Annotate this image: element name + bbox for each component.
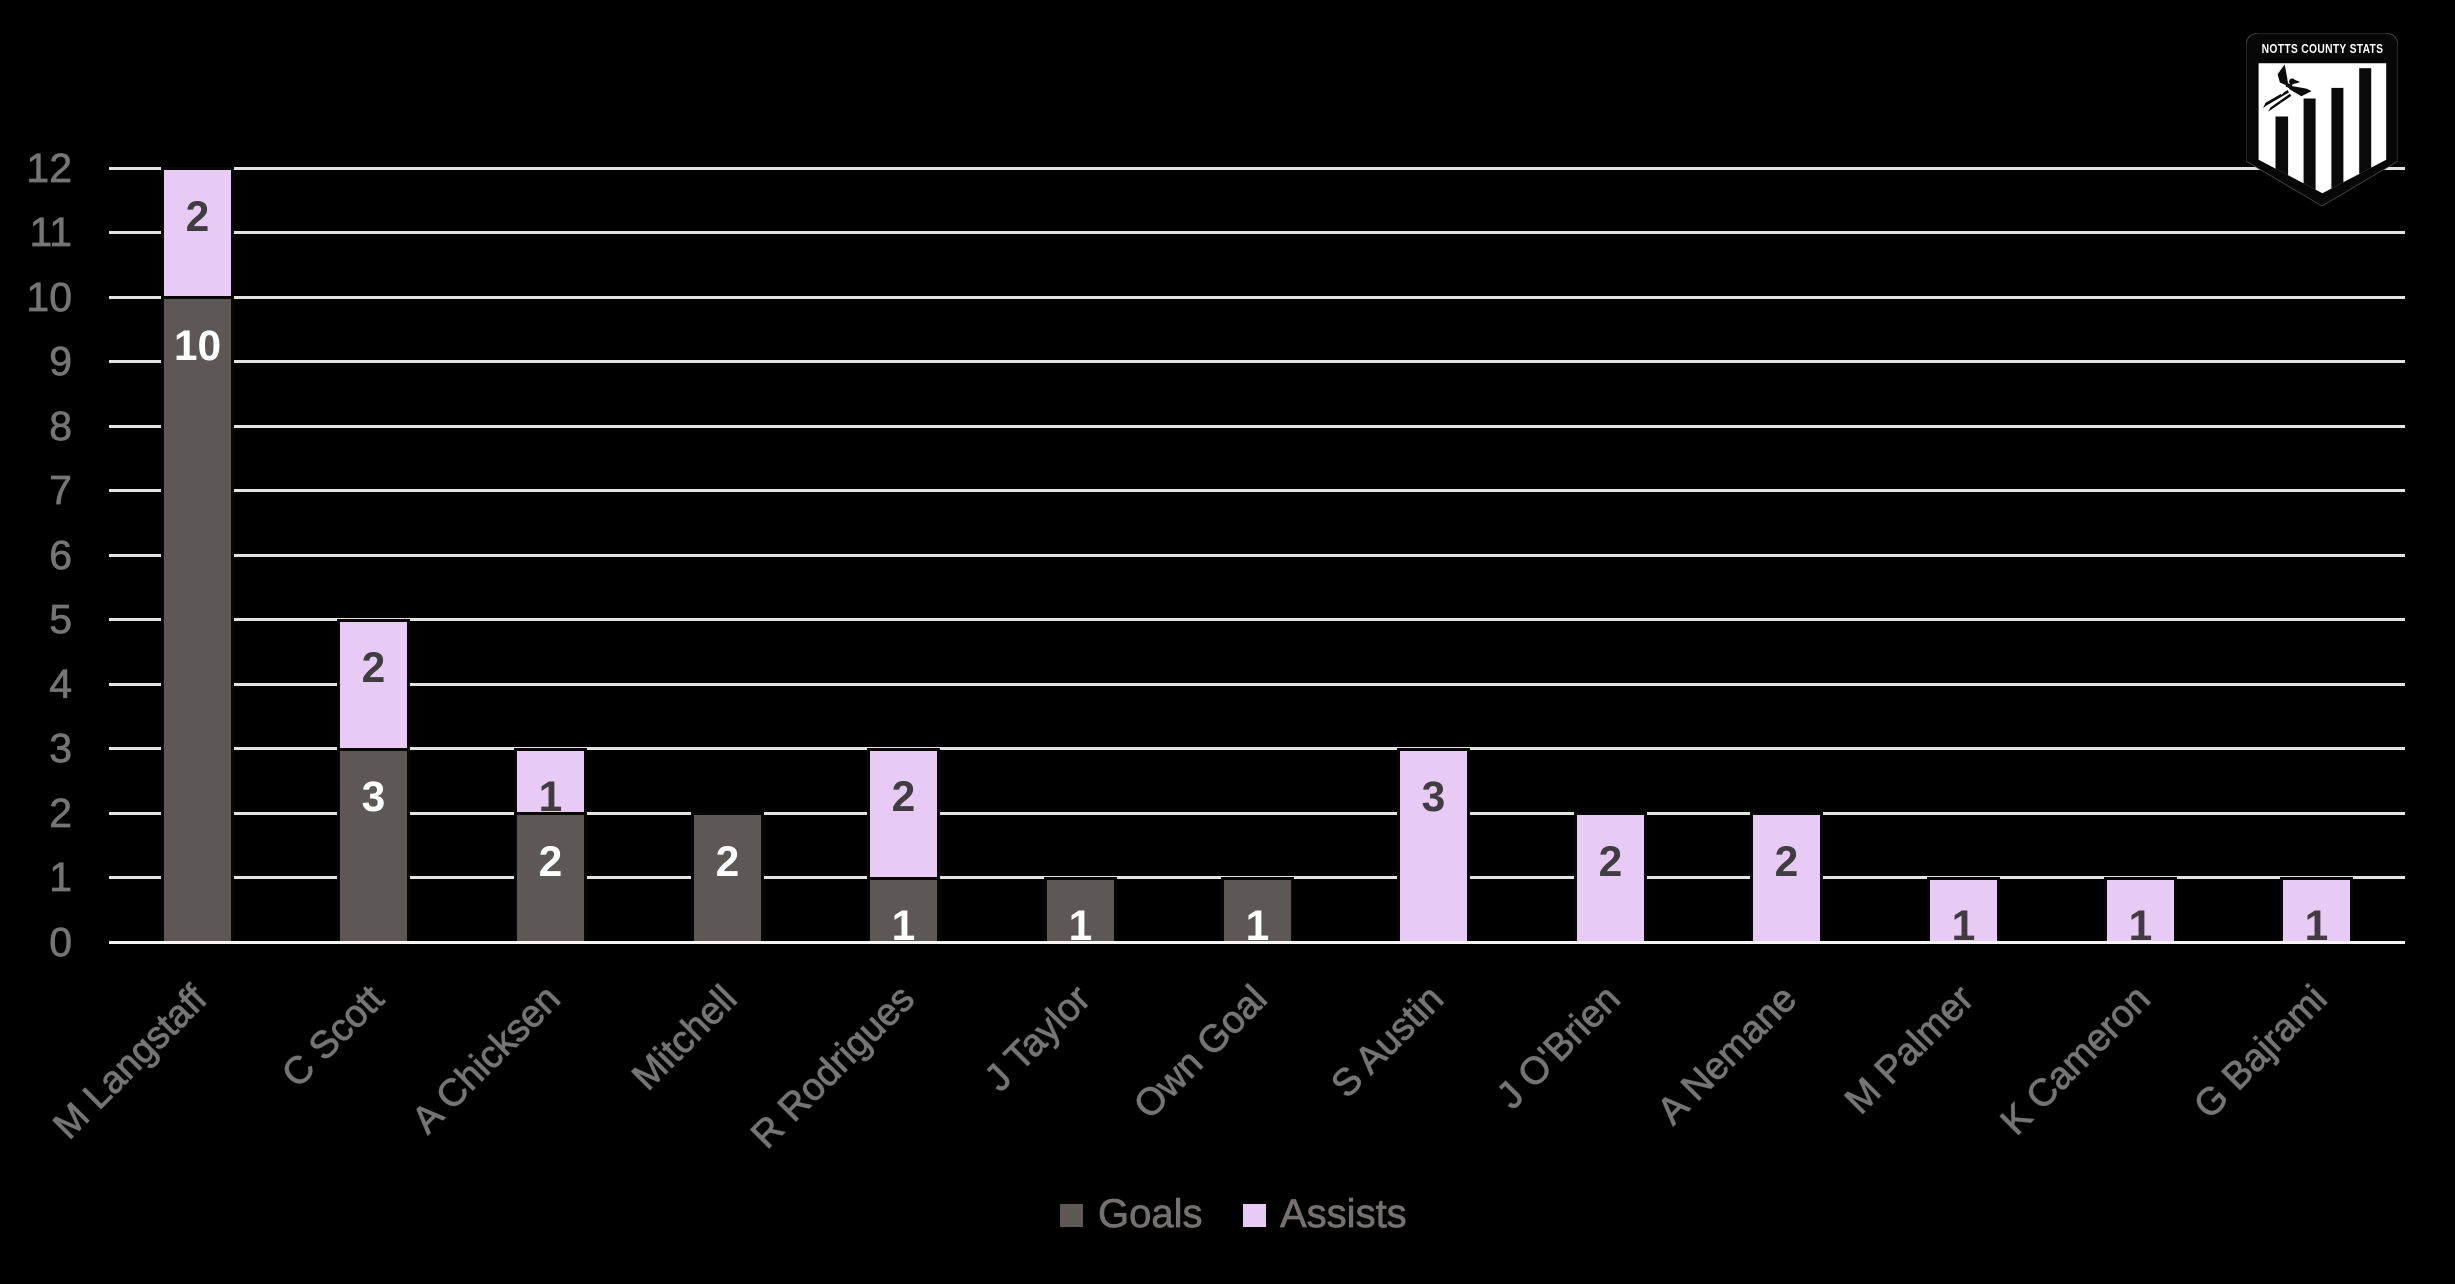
svg-text:NOTTS COUNTY STATS: NOTTS COUNTY STATS <box>2262 41 2384 57</box>
